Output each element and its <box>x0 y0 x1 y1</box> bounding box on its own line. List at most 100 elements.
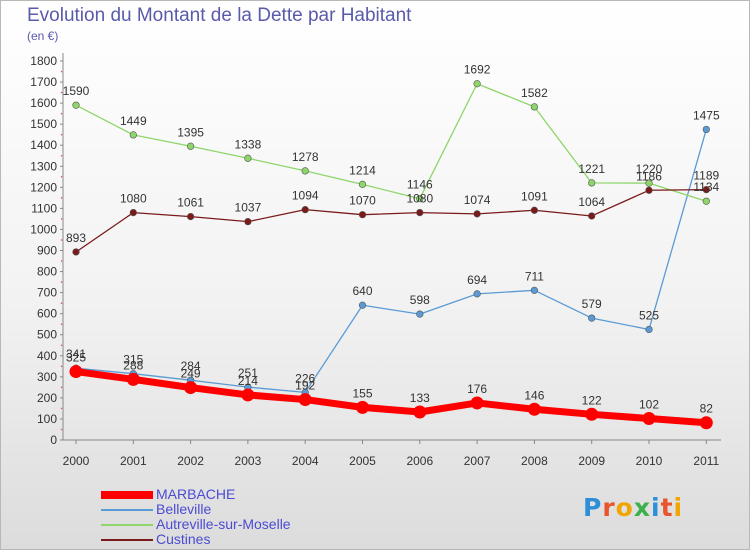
data-point <box>530 206 539 214</box>
data-label: 1080 <box>120 192 147 206</box>
data-point <box>298 393 312 407</box>
data-label: 1220 <box>636 162 663 176</box>
x-tick-label: 2009 <box>578 454 605 468</box>
y-minor-tick <box>60 386 63 389</box>
y-minor-tick <box>60 281 63 283</box>
data-label: 1475 <box>693 108 720 122</box>
data-label: 525 <box>639 308 659 322</box>
y-minor-tick <box>60 154 63 157</box>
y-tick-label: 1800 <box>30 54 57 68</box>
y-tick-label: 300 <box>37 370 57 384</box>
x-tick-label: 2000 <box>63 454 90 468</box>
data-point <box>126 372 140 386</box>
data-label: 1080 <box>406 192 433 206</box>
legend-swatch <box>101 538 153 541</box>
logo-letter: i <box>673 493 684 522</box>
logo-letter: o <box>615 493 634 522</box>
data-label: 341 <box>66 347 86 361</box>
y-tick-label: 1500 <box>30 117 57 131</box>
data-label: 1074 <box>464 193 491 207</box>
legend-label: Custines <box>156 531 211 547</box>
data-label: 1061 <box>177 196 204 210</box>
data-label: 249 <box>181 367 201 381</box>
y-minor-tick <box>60 344 63 347</box>
x-tick-label: 2008 <box>521 454 548 468</box>
legend-label: Autreville-sur-Moselle <box>156 516 291 532</box>
data-point <box>356 400 369 414</box>
y-minor-tick <box>60 197 63 199</box>
data-label: 1064 <box>578 195 605 209</box>
data-point <box>416 209 424 217</box>
data-label: 284 <box>181 359 201 373</box>
data-label: 1146 <box>407 178 433 192</box>
data-point <box>527 402 541 416</box>
chart-axes: 0 100 200 300 400 500 600 700 800 900 1000 1100 1200… <box>30 53 721 468</box>
data-point <box>473 210 481 218</box>
data-label: 102 <box>639 398 659 412</box>
data-point <box>530 286 539 294</box>
y-minor-tick <box>60 70 63 73</box>
legend-item: Custines <box>101 532 291 547</box>
data-label: 1037 <box>235 201 262 215</box>
proxiti-logo: Proxiti <box>583 493 683 522</box>
data-point <box>241 388 255 402</box>
y-tick-label: 500 <box>37 328 57 342</box>
logo-letter: x <box>633 493 651 522</box>
data-label: 1692 <box>464 63 491 77</box>
data-label: 1338 <box>235 137 262 151</box>
data-point <box>358 301 367 309</box>
y-minor-tick <box>60 365 63 368</box>
data-point <box>645 186 653 194</box>
data-label: 251 <box>238 366 258 380</box>
data-label: 1186 <box>636 169 662 183</box>
data-point <box>72 248 80 256</box>
legend-swatch <box>101 523 153 526</box>
data-label: 315 <box>123 353 143 367</box>
data-point <box>301 206 309 214</box>
y-tick-label: 100 <box>37 412 57 426</box>
y-minor-tick <box>60 91 63 94</box>
legend-item: Autreville-sur-Moselle <box>101 517 291 532</box>
data-point <box>69 365 83 379</box>
data-label: 893 <box>66 231 86 245</box>
data-point <box>530 103 539 111</box>
data-point <box>301 167 309 175</box>
series-line-custines <box>75 188 707 253</box>
series-line-belleville <box>75 128 707 394</box>
data-label: 1278 <box>292 150 319 164</box>
data-label: 146 <box>524 388 544 402</box>
data-label: 1582 <box>521 86 548 100</box>
data-label: 122 <box>582 393 602 407</box>
data-point <box>129 209 137 217</box>
data-label: 1070 <box>349 194 376 208</box>
data-label: 155 <box>352 386 372 400</box>
x-tick-label: 2010 <box>636 454 663 468</box>
data-label: 579 <box>582 297 602 311</box>
y-minor-tick <box>60 133 63 136</box>
data-point <box>702 125 710 134</box>
y-tick-label: 0 <box>50 433 57 447</box>
legend-item: MARBACHE <box>101 487 291 502</box>
legend-swatch <box>101 508 153 511</box>
x-tick-label: 2011 <box>693 454 719 468</box>
x-tick-label: 2003 <box>235 454 262 468</box>
y-minor-tick <box>60 218 63 220</box>
data-label: 711 <box>525 269 544 283</box>
data-label: 1221 <box>578 162 605 176</box>
legend-label: Belleville <box>156 501 212 517</box>
data-label: 1091 <box>521 189 548 203</box>
data-label: 598 <box>410 293 430 307</box>
data-point <box>588 314 596 322</box>
data-label: 1590 <box>63 84 90 98</box>
y-tick-label: 800 <box>37 265 57 279</box>
data-point <box>184 381 198 395</box>
x-tick-label: 2007 <box>464 454 491 468</box>
data-label: 214 <box>238 374 258 388</box>
chart-value-labels: 325 288 249 214 192 155 133 176 146 122 102 82 341 31… <box>63 63 720 416</box>
legend-item: Belleville <box>101 502 291 517</box>
y-tick-label: 1200 <box>30 180 57 194</box>
data-point <box>129 131 137 139</box>
data-point <box>642 412 656 426</box>
data-label: 288 <box>123 358 143 372</box>
